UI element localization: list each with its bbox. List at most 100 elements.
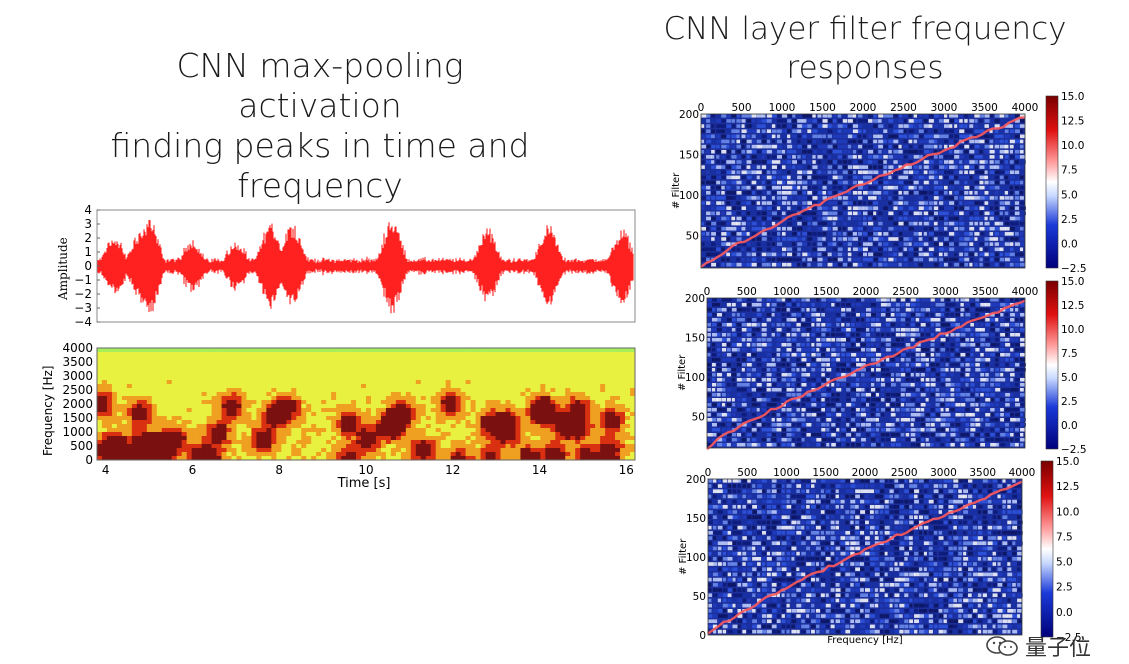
spectrogram-cell <box>141 384 148 389</box>
panel-cell <box>974 191 978 195</box>
spectrogram-cell <box>251 424 257 429</box>
panel-cell <box>1004 247 1009 252</box>
panel-cell <box>797 226 803 231</box>
panel-cell <box>776 211 781 216</box>
panel-cell <box>954 247 959 252</box>
panel-cell <box>847 170 854 175</box>
panel-cell <box>751 180 757 185</box>
panel-cell <box>908 247 914 252</box>
spectrogram-cell <box>97 376 103 381</box>
spectrogram-cell <box>261 452 267 457</box>
spectrogram-cell <box>146 432 153 437</box>
spectrogram-cell <box>101 380 108 385</box>
panel-cell <box>812 257 817 262</box>
panel-cell <box>888 175 892 180</box>
spectrogram-cell <box>301 456 307 461</box>
spectrogram-cell <box>146 380 153 385</box>
spectrogram-cell <box>171 416 177 421</box>
spectrogram-cell <box>136 356 143 361</box>
spectrogram-cell <box>341 364 347 369</box>
spectrogram-cell <box>106 428 113 433</box>
panel-cell <box>868 216 872 221</box>
panel-cell <box>817 170 822 175</box>
panel-cell <box>1019 237 1026 241</box>
panel-cell <box>776 262 781 267</box>
panel-cell <box>954 257 959 262</box>
spectrogram-cell <box>221 360 227 365</box>
panel-cell <box>873 170 879 175</box>
spectrogram-cell <box>181 416 187 421</box>
spectrogram-cell <box>171 424 177 429</box>
spectrogram-cell <box>236 440 242 445</box>
spectrogram-cell <box>106 432 113 437</box>
panel-cell <box>761 185 766 190</box>
spectrogram-cell <box>121 352 128 357</box>
left-title: CNN max-pooling activation finding peaks… <box>90 46 550 206</box>
panel-cell <box>959 242 965 246</box>
panel-cell <box>857 237 862 241</box>
panel-cell <box>873 242 878 246</box>
spectrogram-cell <box>176 416 182 421</box>
panel-cell <box>736 247 741 252</box>
panel-cell <box>974 226 981 231</box>
panel-cell <box>1009 160 1014 164</box>
panel-cell <box>766 257 771 262</box>
spectrogram-cell <box>176 400 182 405</box>
spectrogram-cell <box>341 376 347 381</box>
panel-cell <box>959 175 965 180</box>
panel-cell <box>716 129 722 133</box>
spectrogram-cell <box>331 352 337 357</box>
spectrogram-cell <box>251 376 257 381</box>
spectrogram-cell <box>121 420 128 425</box>
panel-cell <box>974 185 980 190</box>
panel-cell <box>802 262 807 267</box>
panel-cell <box>852 247 858 252</box>
panel-cell <box>822 139 827 144</box>
panel-cell <box>726 232 731 236</box>
panel-cell <box>949 262 953 267</box>
spectrogram-cell <box>106 372 113 377</box>
spectrogram-cell <box>341 388 347 393</box>
panel-cell <box>984 134 990 139</box>
spectrogram-cell <box>251 452 257 457</box>
spectrogram-cell <box>101 384 108 389</box>
panel-cell <box>822 262 827 267</box>
panel-cell <box>984 201 989 205</box>
panel-cell <box>756 155 762 159</box>
spectrogram-cell <box>131 416 138 421</box>
panel-cell <box>908 216 913 221</box>
spectrogram-cell <box>326 372 332 377</box>
spectrogram-cell <box>191 396 197 401</box>
spectrogram-cell <box>151 396 158 401</box>
panel-cell <box>1009 180 1015 185</box>
spectrogram-cell <box>301 380 307 385</box>
spectrogram-cell <box>336 356 342 361</box>
panel-cell <box>766 191 771 195</box>
spectrogram-cell <box>181 400 187 405</box>
spectrogram-cell <box>191 400 197 405</box>
panel-cell <box>847 221 851 226</box>
spectrogram-cell <box>186 416 192 421</box>
spectrogram-cell <box>131 360 138 365</box>
panel-cell <box>721 232 728 236</box>
spectrogram-cell <box>131 436 138 441</box>
panel-cell <box>1004 211 1009 216</box>
spectrogram-cell <box>201 436 207 441</box>
waveform-ytick-label: −3 <box>74 301 92 315</box>
spectrogram-cell <box>266 432 272 437</box>
panel-cell <box>771 165 778 169</box>
spectrogram-cell <box>126 456 133 461</box>
spectrogram-cell <box>211 440 217 445</box>
panel-cell <box>706 191 711 195</box>
panel-cell <box>923 252 930 257</box>
panel-cell <box>994 211 1000 216</box>
spectrogram-cell <box>231 396 237 401</box>
panel-cell <box>918 196 924 200</box>
spectrogram-cell <box>291 404 297 409</box>
spectrogram-cell <box>146 376 153 381</box>
spectrogram-cell <box>321 400 327 405</box>
spectrogram-cell <box>176 444 182 449</box>
panel-cell <box>817 237 823 241</box>
spectrogram-cell <box>101 424 108 429</box>
panel-cell <box>933 170 938 175</box>
